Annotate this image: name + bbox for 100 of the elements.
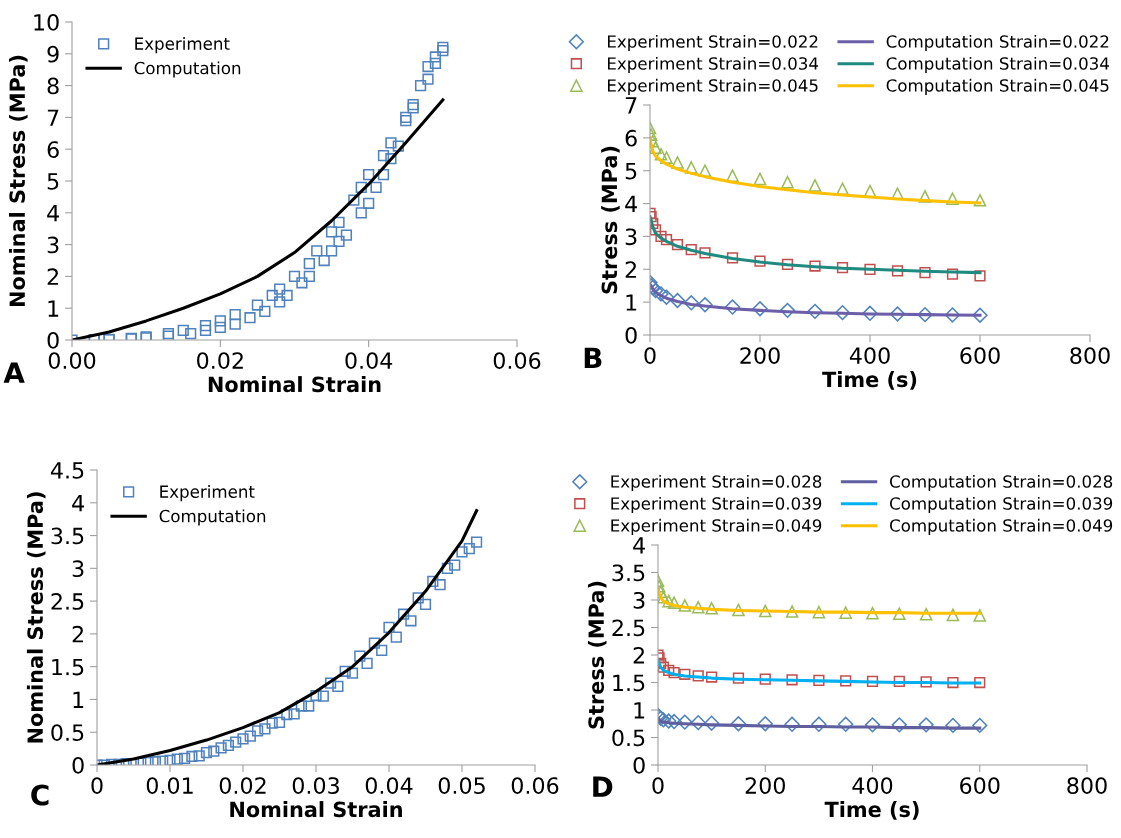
point	[171, 753, 183, 765]
point	[186, 750, 198, 763]
point	[385, 137, 397, 149]
x-axis-title: Nominal Strain	[208, 376, 381, 393]
point	[866, 675, 879, 688]
point	[891, 717, 907, 733]
y-tick-label: 3	[47, 236, 59, 254]
y-tick-label: 1.5	[52, 658, 84, 676]
point	[757, 716, 773, 732]
point	[274, 283, 286, 295]
x-tick-label: 0	[644, 347, 656, 365]
y-axis-title: Nominal Stress (MPa)	[26, 492, 46, 743]
x-tick-label: 0.02	[219, 777, 266, 795]
point	[178, 752, 191, 765]
point	[266, 289, 278, 302]
point	[251, 725, 264, 737]
point	[972, 307, 988, 323]
point	[972, 717, 988, 734]
point	[244, 730, 256, 742]
text: D	[593, 776, 613, 797]
point	[730, 716, 747, 732]
point	[259, 305, 271, 318]
point	[781, 175, 794, 189]
y-tick-label: 2.5	[51, 593, 84, 610]
point	[311, 245, 323, 257]
point	[658, 590, 670, 604]
y-tick-label: 3.5	[51, 527, 84, 545]
point	[422, 60, 434, 73]
point	[295, 700, 308, 712]
point	[919, 266, 931, 279]
point	[753, 172, 767, 186]
y-tick-label: 9	[47, 45, 59, 63]
point	[363, 197, 375, 209]
point	[229, 318, 241, 330]
y-tick-label: 0	[72, 756, 84, 774]
point	[866, 606, 879, 620]
y-tick-label: 0.5	[612, 729, 645, 747]
point	[946, 268, 959, 280]
point	[705, 601, 718, 615]
y-tick-label: 3	[625, 228, 637, 246]
legend-label: Computation Strain=0.049	[889, 518, 1113, 535]
point	[429, 57, 442, 69]
point	[229, 308, 241, 321]
point	[840, 675, 852, 687]
point	[691, 600, 705, 614]
point	[385, 153, 397, 165]
x-tick-label: 800	[1070, 347, 1110, 365]
point	[919, 607, 933, 621]
point	[946, 608, 960, 622]
point	[363, 169, 375, 181]
point	[946, 192, 959, 205]
legend-label: Computation Strain=0.039	[889, 496, 1113, 514]
point	[259, 723, 271, 735]
point	[705, 671, 718, 683]
legend-label: Experiment Strain=0.039	[611, 496, 822, 514]
legend-label: Experiment Strain=0.049	[611, 518, 822, 535]
point	[653, 286, 669, 302]
point	[193, 750, 205, 762]
point	[650, 283, 664, 299]
point	[973, 609, 987, 622]
point	[427, 575, 439, 588]
point	[726, 252, 739, 264]
point	[812, 605, 826, 619]
point	[405, 615, 417, 627]
point	[684, 161, 698, 174]
point	[214, 315, 226, 327]
point	[185, 328, 197, 340]
point	[668, 666, 680, 679]
point	[157, 755, 169, 765]
point	[230, 736, 242, 748]
point	[377, 149, 390, 162]
point	[685, 243, 697, 256]
point	[724, 299, 741, 315]
x-tick-label: 0.04	[365, 777, 413, 795]
point	[273, 716, 286, 729]
legend-label: Experiment Strain=0.028	[611, 474, 822, 492]
point	[891, 265, 904, 277]
point	[419, 598, 432, 611]
point	[784, 716, 800, 732]
y-tick-label: 0	[47, 331, 59, 349]
y-axis-title: Stress (MPa)	[587, 581, 607, 729]
point	[208, 745, 220, 757]
point	[839, 606, 853, 619]
y-tick-label: 6	[625, 129, 637, 147]
point	[974, 270, 986, 282]
point	[266, 717, 278, 729]
point	[317, 690, 329, 702]
point	[703, 715, 720, 731]
point	[390, 631, 402, 643]
y-tick-label: 5	[47, 173, 59, 190]
point	[449, 559, 461, 571]
y-tick-label: 2.5	[612, 619, 645, 637]
line-series	[97, 509, 479, 765]
y-tick-label: 0	[625, 326, 637, 344]
text: A	[3, 362, 25, 383]
y-tick-label: 7	[47, 109, 59, 126]
point	[671, 239, 684, 251]
x-tick-label: 200	[740, 347, 780, 365]
point	[214, 321, 226, 333]
point	[296, 277, 308, 289]
